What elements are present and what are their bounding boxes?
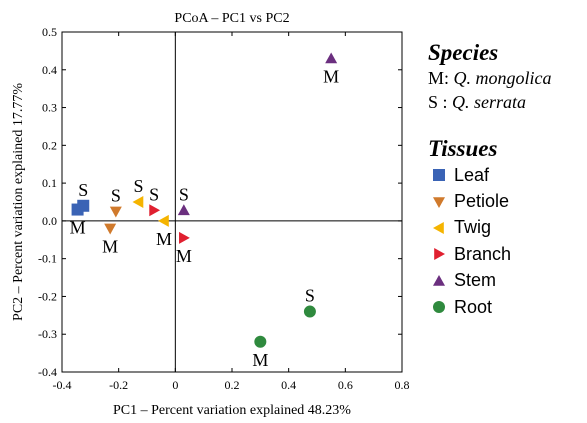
- y-tick-label: 0.0: [42, 214, 57, 228]
- twig-label-m: M: [156, 229, 172, 249]
- x-axis-ticks: -0.4 -0.2 0 0.2 0.4 0.6 0.8: [53, 32, 410, 392]
- species-name: Q. mongolica: [453, 68, 552, 88]
- leaf-label-s: S: [78, 180, 88, 200]
- legend-entry-branch: Branch: [428, 241, 587, 267]
- stem-label-s: S: [179, 184, 189, 204]
- y-tick-label: -0.1: [38, 252, 57, 266]
- species-entry-mongolica: M: Q. mongolica: [428, 66, 587, 90]
- root-label-s: S: [305, 286, 315, 306]
- petiole-point-s: [109, 206, 122, 218]
- legend-label: Leaf: [454, 164, 490, 185]
- y-tick-label: 0.3: [42, 101, 57, 115]
- species-legend-title: Species: [428, 40, 499, 65]
- legend-marker: [428, 246, 450, 262]
- branch-point-s: [149, 204, 161, 217]
- root-point-m: [254, 335, 267, 348]
- legend-label: Branch: [454, 243, 512, 264]
- legend-label: Stem: [454, 270, 497, 291]
- twig-label-s: S: [133, 176, 143, 196]
- leaf-point-m: [71, 203, 84, 216]
- y-axis-label: PC2 – Percent variation explained 17.77%: [11, 83, 26, 321]
- legend-marker: [428, 167, 450, 183]
- y-axis-ticks: -0.4 -0.3 -0.2 -0.1 0.0 0.1 0.2 0.3 0.4 0.5: [38, 25, 402, 379]
- y-tick-label: 0.1: [42, 176, 57, 190]
- legend-label: Root: [454, 296, 493, 317]
- y-tick-label: 0.4: [42, 63, 57, 77]
- stem-point-m: [325, 52, 338, 64]
- zero-lines: [62, 32, 402, 372]
- legend-marker: [428, 273, 450, 289]
- petiole-point-m: [104, 223, 117, 235]
- x-axis-label: PC1 – Percent variation explained 48.23%: [113, 403, 351, 418]
- species-name: Q. serrata: [452, 92, 527, 112]
- legend-marker-petiole: [433, 196, 445, 208]
- y-tick-label: 0.2: [42, 138, 57, 152]
- petiole-label-m: M: [102, 236, 118, 256]
- legend-marker-branch: [434, 248, 445, 261]
- twig-point-m: [158, 214, 169, 227]
- y-tick-label: -0.3: [38, 327, 57, 341]
- legend-marker-twig: [433, 221, 444, 234]
- root-point-s: [303, 305, 316, 318]
- legend-label: Petiole: [454, 191, 510, 212]
- species-entry-serrata: S : Q. serrata: [428, 90, 587, 114]
- legend-entry-petiole: Petiole: [428, 188, 587, 214]
- petiole-label-s: S: [111, 185, 121, 205]
- branch-label-m: M: [176, 246, 192, 266]
- leaf-label-m: M: [70, 218, 86, 238]
- tissue-legend-list: Leaf Petiole Twig Branch Stem Root: [428, 162, 587, 320]
- x-tick-label: 0.8: [395, 378, 410, 392]
- branch-point-m: [179, 231, 190, 244]
- legend-entry-root: Root: [428, 294, 587, 320]
- legend-entry-twig: Twig: [428, 215, 587, 241]
- legend-marker-leaf: [433, 169, 445, 182]
- species-code: S :: [428, 92, 448, 112]
- legend-entry-leaf: Leaf: [428, 162, 587, 188]
- legend-marker: [428, 220, 450, 236]
- stem-point-s: [177, 204, 190, 216]
- x-tick-label: -0.4: [53, 378, 72, 392]
- legend-entry-stem: Stem: [428, 268, 587, 294]
- legend-label: Twig: [454, 217, 492, 238]
- chart-title: PCoA – PC1 vs PC2: [174, 11, 289, 26]
- stem-label-m: M: [323, 66, 339, 86]
- x-tick-label: 0.6: [338, 378, 353, 392]
- y-tick-label: -0.2: [38, 289, 57, 303]
- tissues-legend-title: Tissues: [428, 136, 498, 161]
- legend-marker-root: [433, 301, 445, 314]
- twig-point-s: [132, 196, 144, 208]
- x-tick-label: -0.2: [109, 378, 128, 392]
- legend-marker: [428, 299, 450, 315]
- y-tick-label: 0.5: [42, 25, 57, 39]
- legend-marker: [428, 194, 450, 210]
- x-tick-label: 0.4: [281, 378, 296, 392]
- root-label-m: M: [252, 350, 268, 370]
- y-tick-label: -0.4: [38, 365, 57, 379]
- legend-marker-stem: [433, 274, 445, 286]
- x-tick-label: 0: [172, 378, 178, 392]
- species-code: M:: [428, 68, 450, 88]
- x-tick-label: 0.2: [225, 378, 240, 392]
- branch-label-s: S: [149, 184, 159, 204]
- legend: Species M: Q. mongolica S : Q. serrata T…: [428, 40, 587, 320]
